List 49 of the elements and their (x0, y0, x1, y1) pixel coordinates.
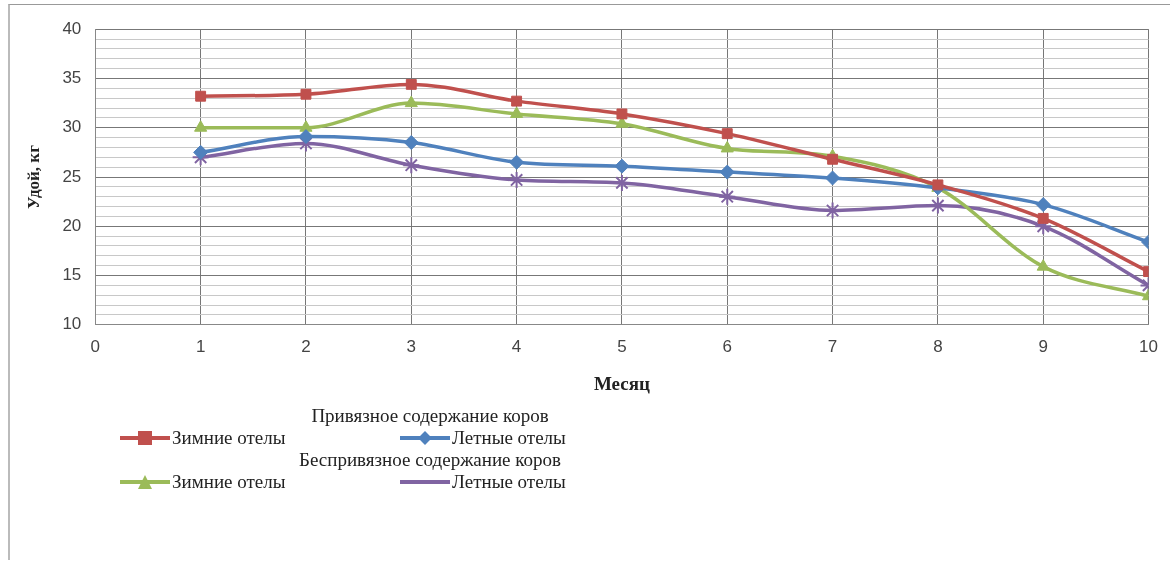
point (1037, 212, 1049, 224)
point (193, 144, 209, 160)
point (511, 95, 523, 107)
point (300, 88, 312, 100)
legend-label: Зимние отелы (172, 471, 286, 493)
point (719, 164, 735, 180)
point (1036, 259, 1050, 271)
point (827, 153, 839, 165)
point (510, 106, 524, 118)
x-tick-label: 5 (617, 336, 627, 356)
point (1035, 197, 1051, 213)
y-tick-label: 10 (62, 314, 82, 334)
point (718, 187, 737, 206)
point (825, 170, 841, 186)
point (194, 120, 208, 132)
x-tick-label: 3 (406, 336, 417, 356)
legend-label: Летные отелы (452, 427, 566, 449)
point (402, 156, 421, 175)
y-tick-label: 40 (62, 18, 82, 38)
y-tick-label: 30 (62, 117, 82, 137)
x-tick-label: 7 (827, 336, 838, 356)
y-tick-label: 25 (62, 166, 82, 186)
point (616, 108, 628, 120)
x-tick-label: 1 (195, 336, 206, 356)
x-tick-label: 0 (90, 336, 101, 356)
x-tick-label: 4 (511, 336, 522, 356)
x-tick-label: 9 (1038, 336, 1048, 356)
point (614, 158, 630, 174)
legend-label: Зимние отелы (172, 427, 286, 449)
point (404, 95, 418, 108)
x-axis-title: Месяц (593, 372, 650, 394)
y-tick-label: 15 (62, 265, 82, 285)
legend-label: Летные отелы (452, 471, 566, 493)
x-tick-label: 6 (722, 336, 732, 356)
point (195, 90, 207, 102)
point (405, 78, 417, 90)
y-axis-title: Удой, кг (23, 144, 43, 209)
point (403, 135, 419, 151)
point (509, 154, 525, 170)
y-tick-label: 35 (62, 68, 82, 88)
point (721, 128, 733, 140)
x-tick-label: 2 (301, 336, 311, 356)
x-tick-label: 8 (933, 336, 943, 356)
text: Привязное содержание коров (310, 405, 550, 427)
point (298, 129, 314, 145)
y-tick-label: 20 (62, 215, 82, 235)
x-tick-label: 10 (1139, 336, 1159, 356)
point (720, 140, 734, 153)
text: Беспривязное содержание коров (298, 449, 562, 471)
